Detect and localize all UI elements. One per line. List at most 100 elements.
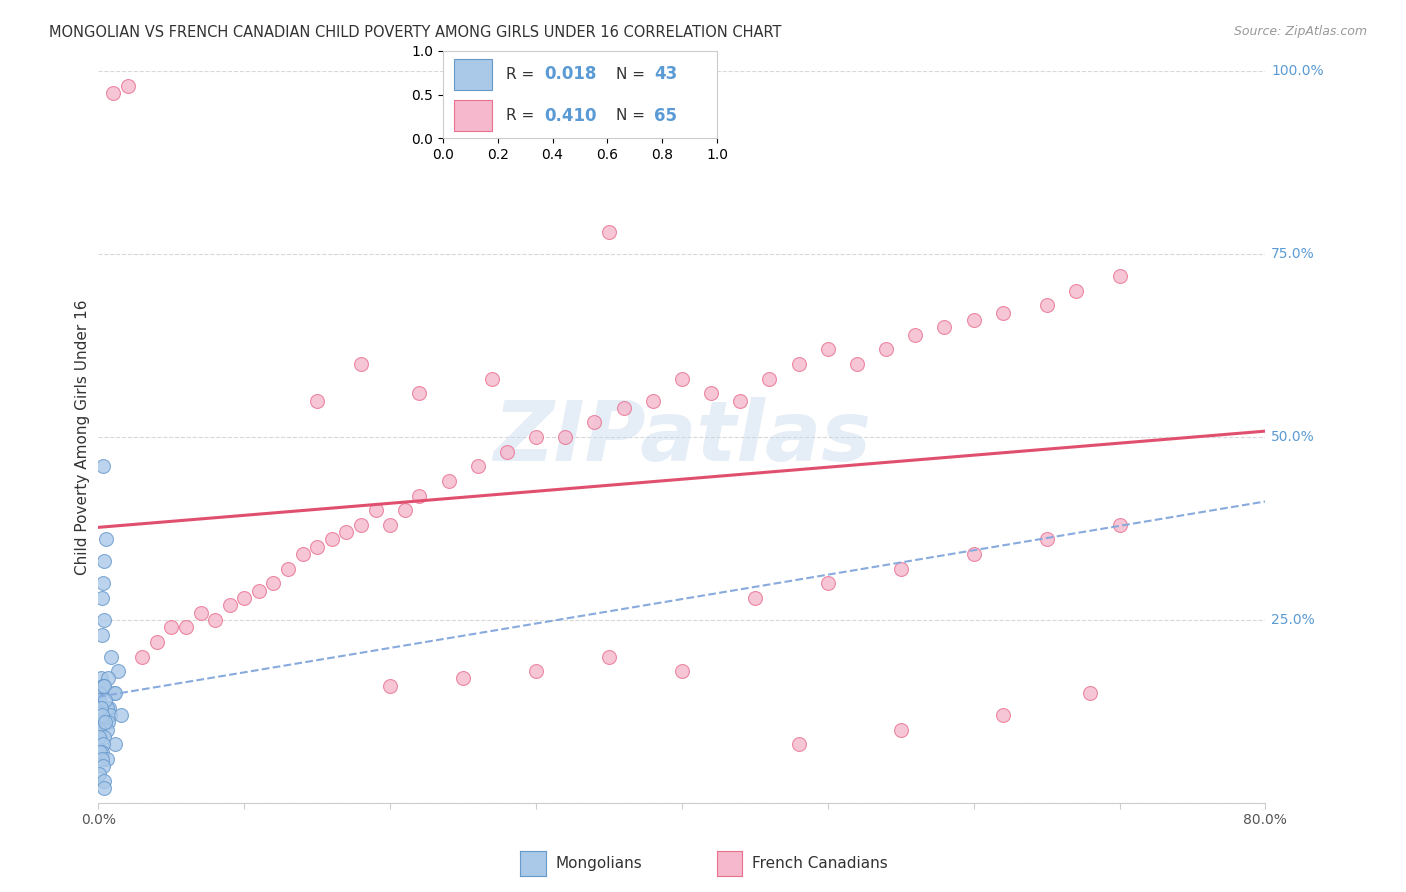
Point: [90, 672, 112, 686]
Point: [104, 686, 127, 700]
Text: 25.0%: 25.0%: [1271, 613, 1315, 627]
Point: [97, 672, 120, 686]
Text: N =: N =: [616, 67, 650, 82]
Point: [97, 700, 120, 714]
Y-axis label: Child Poverty Among Girls Under 16: Child Poverty Among Girls Under 16: [75, 300, 90, 574]
Point: [146, 635, 169, 649]
Point: [467, 459, 489, 474]
Point: [233, 591, 256, 605]
Text: ZIPatlas: ZIPatlas: [494, 397, 870, 477]
Point: [93, 730, 115, 744]
Point: [93, 781, 115, 796]
Text: 43: 43: [654, 65, 678, 84]
Point: [408, 386, 430, 401]
Point: [321, 533, 343, 547]
Point: [204, 613, 226, 627]
Point: [962, 547, 984, 561]
Point: [110, 708, 132, 723]
Point: [104, 737, 127, 751]
Text: Source: ZipAtlas.com: Source: ZipAtlas.com: [1233, 25, 1367, 38]
Point: [218, 599, 240, 613]
Point: [89, 686, 111, 700]
Text: 0.410: 0.410: [544, 106, 596, 125]
Point: [174, 620, 197, 634]
Point: [90, 700, 112, 714]
Point: [89, 693, 111, 707]
Point: [91, 752, 114, 766]
Point: [91, 737, 114, 751]
Point: [758, 371, 780, 385]
Point: [481, 371, 503, 385]
Point: [98, 708, 121, 723]
Point: [100, 649, 122, 664]
Point: [524, 430, 547, 444]
Point: [962, 313, 984, 327]
Point: [378, 517, 402, 532]
Text: R =: R =: [506, 67, 538, 82]
Point: [1035, 298, 1057, 312]
Text: Mongolians: Mongolians: [555, 856, 643, 871]
Text: N =: N =: [616, 108, 650, 123]
Point: [554, 430, 576, 444]
Point: [394, 503, 416, 517]
Point: [890, 723, 912, 737]
Point: [991, 708, 1014, 723]
Point: [89, 730, 111, 744]
Point: [641, 393, 664, 408]
Point: [262, 576, 284, 591]
Point: [495, 444, 517, 458]
Point: [307, 540, 329, 554]
Point: [190, 606, 212, 620]
Point: [583, 416, 606, 430]
Point: [1035, 533, 1057, 547]
Point: [845, 357, 868, 371]
Point: [598, 649, 620, 664]
Point: [96, 700, 118, 714]
Point: [730, 393, 752, 408]
Point: [437, 474, 460, 488]
Point: [91, 679, 114, 693]
FancyBboxPatch shape: [454, 59, 492, 90]
Point: [787, 357, 810, 371]
Point: [90, 627, 112, 641]
Point: [97, 715, 120, 730]
Point: [117, 78, 139, 93]
Text: French Canadians: French Canadians: [752, 856, 889, 871]
Point: [612, 401, 634, 415]
Point: [89, 766, 111, 780]
Point: [364, 503, 387, 517]
Point: [875, 343, 897, 357]
Point: [1108, 269, 1130, 284]
Point: [671, 371, 693, 385]
Point: [131, 649, 153, 664]
Point: [160, 620, 183, 634]
Point: [787, 737, 810, 751]
Point: [700, 386, 723, 401]
Point: [524, 664, 547, 678]
Point: [451, 672, 474, 686]
Point: [890, 562, 912, 576]
Point: [934, 320, 956, 334]
Point: [277, 562, 299, 576]
Point: [94, 533, 117, 547]
Point: [90, 591, 112, 605]
Point: [93, 613, 115, 627]
Text: 100.0%: 100.0%: [1271, 64, 1324, 78]
Point: [101, 87, 124, 101]
Point: [89, 745, 111, 759]
Point: [817, 343, 839, 357]
Point: [904, 327, 927, 342]
Text: 65: 65: [654, 106, 678, 125]
Point: [91, 759, 114, 773]
Point: [1080, 686, 1102, 700]
Text: 0.018: 0.018: [544, 65, 596, 84]
Point: [1108, 517, 1130, 532]
Text: MONGOLIAN VS FRENCH CANADIAN CHILD POVERTY AMONG GIRLS UNDER 16 CORRELATION CHAR: MONGOLIAN VS FRENCH CANADIAN CHILD POVER…: [49, 25, 782, 40]
Point: [291, 547, 314, 561]
Point: [247, 583, 270, 598]
Point: [671, 664, 693, 678]
Point: [307, 393, 329, 408]
Point: [1064, 284, 1087, 298]
Text: R =: R =: [506, 108, 538, 123]
Point: [744, 591, 766, 605]
